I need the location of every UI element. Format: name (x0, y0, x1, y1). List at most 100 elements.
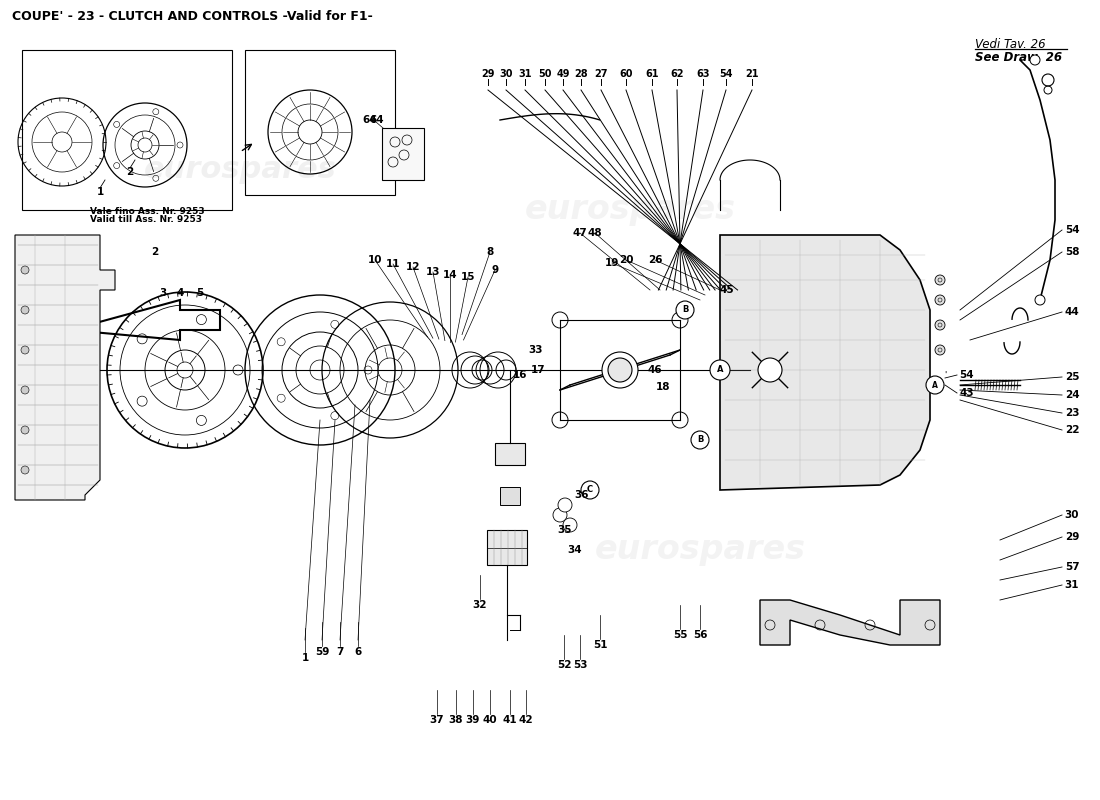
Text: 2: 2 (152, 247, 158, 257)
Circle shape (558, 498, 572, 512)
Text: 3: 3 (160, 288, 166, 298)
Text: 17: 17 (530, 365, 546, 375)
Text: 18: 18 (656, 382, 670, 392)
Text: 31: 31 (1065, 580, 1079, 590)
Text: 33: 33 (529, 345, 543, 355)
Text: 25: 25 (1065, 372, 1079, 382)
Text: 35: 35 (558, 525, 572, 535)
Text: A: A (717, 366, 724, 374)
Text: 49: 49 (557, 69, 570, 79)
Text: 48: 48 (587, 228, 603, 238)
Text: 58: 58 (1065, 247, 1079, 257)
Circle shape (608, 358, 632, 382)
Text: B: B (682, 306, 689, 314)
Text: 24: 24 (1065, 390, 1079, 400)
Text: 56: 56 (693, 630, 707, 640)
Bar (245, 50, 395, 195)
Text: 34: 34 (568, 545, 582, 555)
Text: 53: 53 (573, 660, 587, 670)
Text: 5: 5 (197, 288, 204, 298)
Text: eurospares: eurospares (594, 534, 805, 566)
Circle shape (691, 431, 710, 449)
Circle shape (758, 358, 782, 382)
Text: 64: 64 (370, 115, 384, 125)
Text: 15: 15 (461, 272, 475, 282)
Text: 2: 2 (126, 167, 133, 177)
Circle shape (1030, 55, 1040, 65)
Circle shape (710, 360, 730, 380)
Text: A: A (932, 381, 938, 390)
Text: 23: 23 (1065, 408, 1079, 418)
Text: 59: 59 (315, 647, 329, 657)
Text: 22: 22 (1065, 425, 1079, 435)
Text: 12: 12 (406, 262, 420, 272)
Text: 46: 46 (648, 365, 662, 375)
Text: 29: 29 (482, 69, 495, 79)
Text: 27: 27 (594, 69, 607, 79)
Text: 43: 43 (959, 388, 975, 398)
Circle shape (581, 481, 600, 499)
Text: 1: 1 (301, 653, 309, 663)
Text: eurospares: eurospares (144, 155, 337, 185)
Bar (382, 128, 424, 180)
Polygon shape (760, 600, 940, 645)
Circle shape (1035, 295, 1045, 305)
Text: 37: 37 (430, 715, 444, 725)
Circle shape (21, 386, 29, 394)
Text: 9: 9 (492, 265, 498, 275)
Circle shape (21, 466, 29, 474)
Text: Vale fino Ass. Nr. 9253: Vale fino Ass. Nr. 9253 (90, 206, 205, 215)
Circle shape (935, 275, 945, 285)
Bar (22, 50, 232, 210)
Text: 52: 52 (557, 660, 571, 670)
Polygon shape (15, 235, 116, 500)
Text: 1: 1 (97, 187, 103, 197)
Text: 54: 54 (719, 69, 733, 79)
Text: 20: 20 (618, 255, 634, 265)
Text: 26: 26 (648, 255, 662, 265)
Circle shape (21, 266, 29, 274)
Circle shape (602, 352, 638, 388)
Text: 50: 50 (538, 69, 552, 79)
Text: 39: 39 (465, 715, 481, 725)
Text: 55: 55 (673, 630, 688, 640)
Circle shape (553, 508, 566, 522)
Text: ': ' (944, 370, 946, 379)
Bar (500, 487, 520, 505)
Circle shape (21, 346, 29, 354)
Text: 38: 38 (449, 715, 463, 725)
Text: COUPE' - 23 - CLUTCH AND CONTROLS -Valid for F1-: COUPE' - 23 - CLUTCH AND CONTROLS -Valid… (12, 10, 373, 23)
Text: 29: 29 (1065, 532, 1079, 542)
Text: 57: 57 (1065, 562, 1079, 572)
Text: 63: 63 (696, 69, 710, 79)
Text: 64: 64 (363, 115, 377, 125)
Text: 44: 44 (1065, 307, 1079, 317)
Circle shape (676, 301, 694, 319)
Text: 16: 16 (513, 370, 527, 380)
Text: B: B (696, 435, 703, 445)
Circle shape (563, 518, 578, 532)
Text: See Draw. 26: See Draw. 26 (975, 51, 1062, 64)
Circle shape (926, 376, 944, 394)
Circle shape (935, 345, 945, 355)
Circle shape (935, 295, 945, 305)
Text: 47: 47 (573, 228, 587, 238)
Text: 54: 54 (1065, 225, 1079, 235)
Text: 8: 8 (486, 247, 494, 257)
Text: 31: 31 (518, 69, 531, 79)
Text: 54: 54 (959, 370, 975, 380)
Text: 62: 62 (670, 69, 684, 79)
Circle shape (21, 306, 29, 314)
Text: 21: 21 (746, 69, 759, 79)
Text: 30: 30 (1065, 510, 1079, 520)
Text: 36: 36 (574, 490, 590, 500)
Text: 10: 10 (367, 255, 383, 265)
Bar (487, 530, 527, 565)
Text: 40: 40 (483, 715, 497, 725)
Text: 32: 32 (473, 600, 487, 610)
Text: 11: 11 (386, 259, 400, 269)
Text: 42: 42 (519, 715, 534, 725)
Text: C: C (587, 486, 593, 494)
Text: 14: 14 (442, 270, 458, 280)
Bar (495, 443, 525, 465)
